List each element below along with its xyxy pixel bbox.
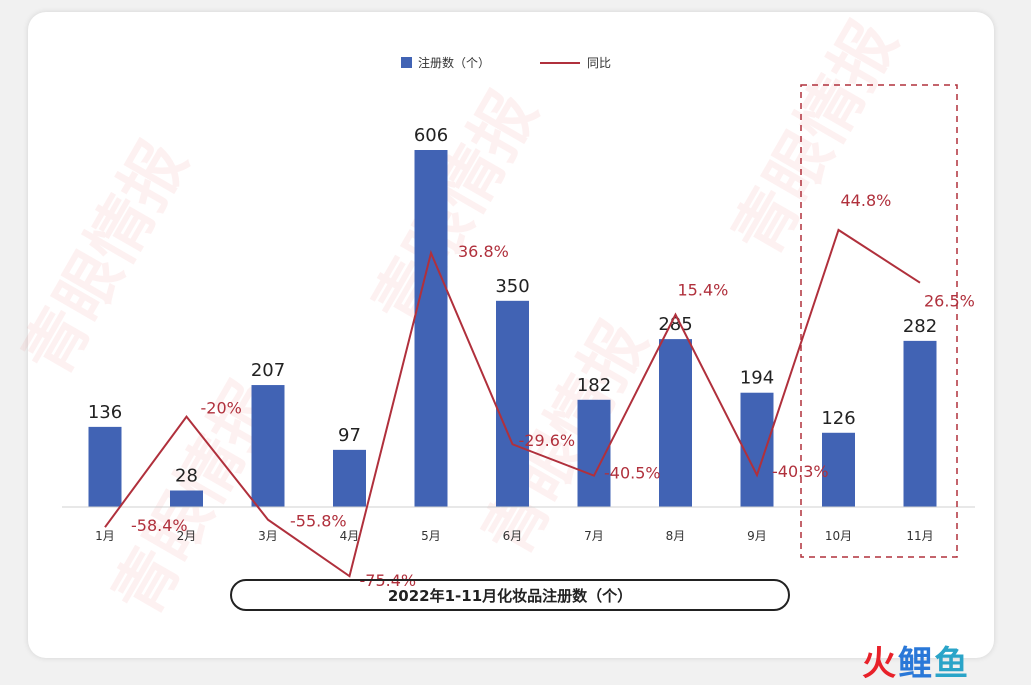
bar-value-label: 136: [88, 402, 122, 423]
bar: [170, 490, 203, 507]
highlight-box: [800, 84, 958, 558]
yoy-line-series: -58.4%-20%-55.8%-75.4%36.8%-29.6%-40.5%1…: [104, 191, 975, 590]
yoy-value-label: 44.8%: [841, 191, 892, 210]
brand-part-1: 火: [862, 644, 898, 684]
bar-series: 136 28 207 97 606 350 182 285 194 126 282: [88, 125, 937, 507]
yoy-value-label: -20%: [201, 399, 242, 418]
bar: [414, 150, 448, 507]
chart-title: 2022年1-11月化妆品注册数（个）: [230, 579, 790, 611]
x-tick-label: 10月: [825, 529, 852, 543]
x-tick-label: 11月: [906, 529, 933, 543]
bar-value-label: 28: [175, 466, 198, 487]
bar: [740, 392, 774, 507]
brand-part-2: 鲤: [898, 644, 934, 684]
bar: [251, 385, 285, 507]
bar-value-label: 97: [338, 425, 361, 446]
yoy-value-label: 26.5%: [924, 292, 975, 311]
bar: [903, 340, 937, 507]
legend-label-line: 同比: [587, 56, 611, 70]
bar-value-label: 126: [821, 408, 855, 429]
bar-value-label: 182: [577, 375, 611, 396]
watermark-text: 青眼情报: [10, 129, 202, 388]
bar-value-label: 350: [495, 276, 529, 297]
x-tick-label: 3月: [258, 529, 278, 543]
yoy-value-label: -55.8%: [290, 512, 347, 531]
legend: 注册数（个） 同比: [401, 55, 611, 70]
brand-logo: 火鲤鱼: [862, 636, 970, 685]
yoy-value-label: 15.4%: [678, 281, 729, 300]
bar-value-label: 606: [414, 125, 448, 146]
yoy-value-label: -58.4%: [131, 516, 188, 535]
bar: [659, 339, 692, 507]
legend-label-bar: 注册数（个）: [418, 55, 490, 70]
bar-value-label: 207: [251, 360, 285, 381]
yoy-value-label: -29.6%: [519, 431, 576, 450]
yoy-value-label: 36.8%: [458, 242, 509, 261]
bar: [822, 432, 855, 507]
x-tick-label: 8月: [666, 529, 686, 543]
bar: [333, 449, 366, 507]
bar-value-label: 285: [658, 314, 692, 335]
x-tick-label: 5月: [421, 529, 441, 543]
watermark-text: 青眼情报: [360, 79, 552, 338]
x-tick-label: 6月: [503, 529, 523, 543]
brand-part-3: 鱼: [934, 644, 970, 684]
x-tick-label: 2月: [177, 529, 197, 543]
watermark-text: 青眼情报: [720, 9, 912, 268]
x-tick-label: 9月: [747, 529, 767, 543]
bar-value-label: 282: [903, 316, 937, 337]
x-tick-label: 7月: [584, 529, 604, 543]
yoy-line: [104, 228, 921, 578]
bar: [496, 300, 529, 507]
bar: [88, 426, 122, 507]
x-tick-label: 1月: [95, 529, 115, 543]
x-tick-labels: 1月 2月 3月 4月 5月 6月 7月 8月 9月 10月 11月: [95, 529, 933, 543]
bar-value-label: 194: [740, 368, 774, 389]
yoy-value-label: -40.5%: [604, 464, 661, 483]
legend-swatch-bar: [401, 57, 412, 68]
x-tick-label: 4月: [340, 529, 360, 543]
